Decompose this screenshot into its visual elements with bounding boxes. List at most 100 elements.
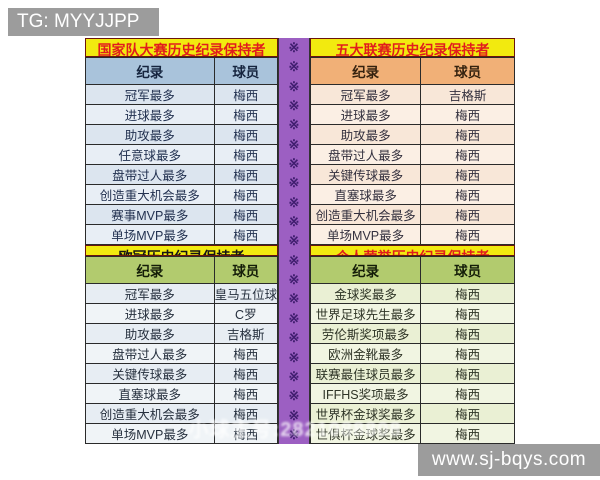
record-cell: 助攻最多 (85, 323, 215, 344)
reference-mark-glyph: ※ (288, 78, 300, 94)
table-row: 创造重大机会最多 梅西 (85, 184, 279, 205)
table-row: 任意球最多 梅西 (85, 144, 279, 165)
table-row: 世界杯金球奖最多 梅西 (309, 403, 515, 424)
reference-mark-glyph: ※ (288, 252, 300, 268)
column-header-player: 球员 (213, 57, 279, 85)
reference-mark-glyph: ※ (288, 214, 300, 230)
record-cell: 创造重大机会最多 (85, 403, 215, 424)
column-header-row: 纪录 球员 (85, 57, 279, 85)
column-header-row: 纪录 球员 (309, 57, 515, 85)
record-cell: 关键传球最多 (309, 164, 422, 185)
player-cell: 梅西 (420, 224, 515, 245)
table-row: 世俱杯金球奖最多 梅西 (309, 423, 515, 444)
record-cell: 欧洲金靴最多 (309, 343, 422, 364)
column-header-record: 纪录 (309, 57, 422, 85)
record-cell: 直塞球最多 (309, 184, 422, 205)
reference-mark-glyph: ※ (288, 407, 300, 423)
reference-mark-glyph: ※ (288, 349, 300, 365)
player-cell: 梅西 (213, 363, 279, 384)
watermark-text: 小球主号:2821088808 (188, 419, 402, 441)
table-row: 冠军最多皇马五位球员 (85, 283, 279, 304)
record-cell: 单场MVP最多 (85, 224, 215, 245)
table-row: 进球最多 C罗 (85, 303, 279, 324)
record-cell: 赛事MVP最多 (85, 204, 215, 225)
reference-mark-glyph: ※ (288, 388, 300, 404)
tg-channel-label: TG: MYYJJPP (8, 8, 159, 36)
record-cell: 冠军最多 (309, 84, 422, 105)
record-cell: 单场MVP最多 (85, 423, 215, 444)
reference-mark-glyph: ※ (288, 40, 300, 55)
player-cell: 梅西 (213, 383, 279, 404)
record-cell: 创造重大机会最多 (85, 184, 215, 205)
column-header-player: 球员 (420, 256, 515, 284)
column-header-record: 纪录 (85, 256, 215, 284)
table-row: 盘带过人最多 梅西 (309, 144, 515, 165)
records-table: 纪录 球员 冠军最多 梅西 进球最多 梅西 助攻最多 梅西 任意球最多 梅西 盘带过人最… (85, 57, 279, 245)
section-title-national: 国家队大赛历史纪录保持者 (85, 38, 278, 57)
record-cell: 世界杯金球奖最多 (309, 403, 422, 424)
record-cell: 助攻最多 (309, 124, 422, 145)
table-row: 助攻最多 吉格斯 (85, 323, 279, 344)
reference-mark-glyph: ※ (288, 156, 300, 172)
player-cell: 梅西 (213, 164, 279, 185)
table-row: 创造重大机会最多 梅西 (85, 403, 279, 424)
column-header-row: 纪录 球员 (309, 256, 515, 284)
section-title-honors: 个人荣誉历史纪录保持者 (310, 245, 515, 256)
table-big-five-league-records: 五大联赛历史纪录保持者 纪录 球员 冠军最多 吉格斯 进球最多 梅西 助攻最多 梅西 … (309, 38, 515, 245)
column-header-record: 纪录 (85, 57, 215, 85)
table-row: 创造重大机会最多 梅西 (309, 204, 515, 225)
player-cell: 梅西 (213, 184, 279, 205)
table-row: 盘带过人最多 梅西 (85, 343, 279, 364)
table-row: IFFHS奖项最多 梅西 (309, 383, 515, 404)
player-cell: 梅西 (420, 343, 515, 364)
record-cell: 创造重大机会最多 (309, 204, 422, 225)
player-cell: 梅西 (420, 323, 515, 344)
reference-mark-glyph: ※ (288, 136, 300, 152)
player-cell: 梅西 (420, 283, 515, 304)
player-cell: 梅西 (213, 204, 279, 225)
record-cell: 助攻最多 (85, 124, 215, 145)
player-cell: 梅西 (420, 383, 515, 404)
table-row: 直塞球最多 梅西 (85, 383, 279, 404)
record-cell: 盘带过人最多 (85, 343, 215, 364)
player-cell: 梅西 (213, 84, 279, 105)
section-title-league: 五大联赛历史纪录保持者 (310, 38, 515, 57)
record-cell: 联赛最佳球员最多 (309, 363, 422, 384)
table-row: 冠军最多 吉格斯 (309, 84, 515, 105)
table-row: 欧洲金靴最多 梅西 (309, 343, 515, 364)
table-row: 单场MVP最多 梅西 (309, 224, 515, 245)
player-cell: 梅西 (420, 423, 515, 444)
reference-mark-glyph: ※ (288, 310, 300, 326)
table-row: 进球最多 梅西 (85, 104, 279, 125)
column-header-player: 球员 (420, 57, 515, 85)
reference-mark-glyph: ※ (288, 233, 300, 249)
table-row: 助攻最多 梅西 (309, 124, 515, 145)
table-row: 金球奖最多 梅西 (309, 283, 515, 304)
record-cell: 进球最多 (309, 104, 422, 125)
record-cell: 劳伦斯奖项最多 (309, 323, 422, 344)
reference-mark-glyph: ※ (288, 272, 300, 288)
record-cell: 金球奖最多 (309, 283, 422, 304)
reference-mark-glyph: ※ (288, 330, 300, 346)
record-cell: 冠军最多 (85, 283, 215, 304)
player-cell: 吉格斯 (213, 323, 279, 344)
table-national-team-records: 国家队大赛历史纪录保持者 纪录 球员 冠军最多 梅西 进球最多 梅西 助攻最多 梅西 … (85, 38, 279, 245)
column-header-player: 球员 (213, 256, 279, 284)
player-cell: 梅西 (420, 403, 515, 424)
table-row: 关键传球最多 梅西 (309, 164, 515, 185)
table-row: 赛事MVP最多 梅西 (85, 204, 279, 225)
player-cell: 梅西 (213, 104, 279, 125)
record-cell: 盘带过人最多 (309, 144, 422, 165)
player-cell: 梅西 (420, 164, 515, 185)
table-row: 冠军最多 梅西 (85, 84, 279, 105)
player-cell: 吉格斯 (420, 84, 515, 105)
player-cell: 梅西 (420, 363, 515, 384)
table-row: 单场MVP最多 梅西 (85, 423, 279, 444)
player-cell: 梅西 (213, 224, 279, 245)
reference-mark-glyph: ※ (288, 98, 300, 114)
table-row: 联赛最佳球员最多 梅西 (309, 363, 515, 384)
player-cell: C罗 (213, 303, 279, 324)
